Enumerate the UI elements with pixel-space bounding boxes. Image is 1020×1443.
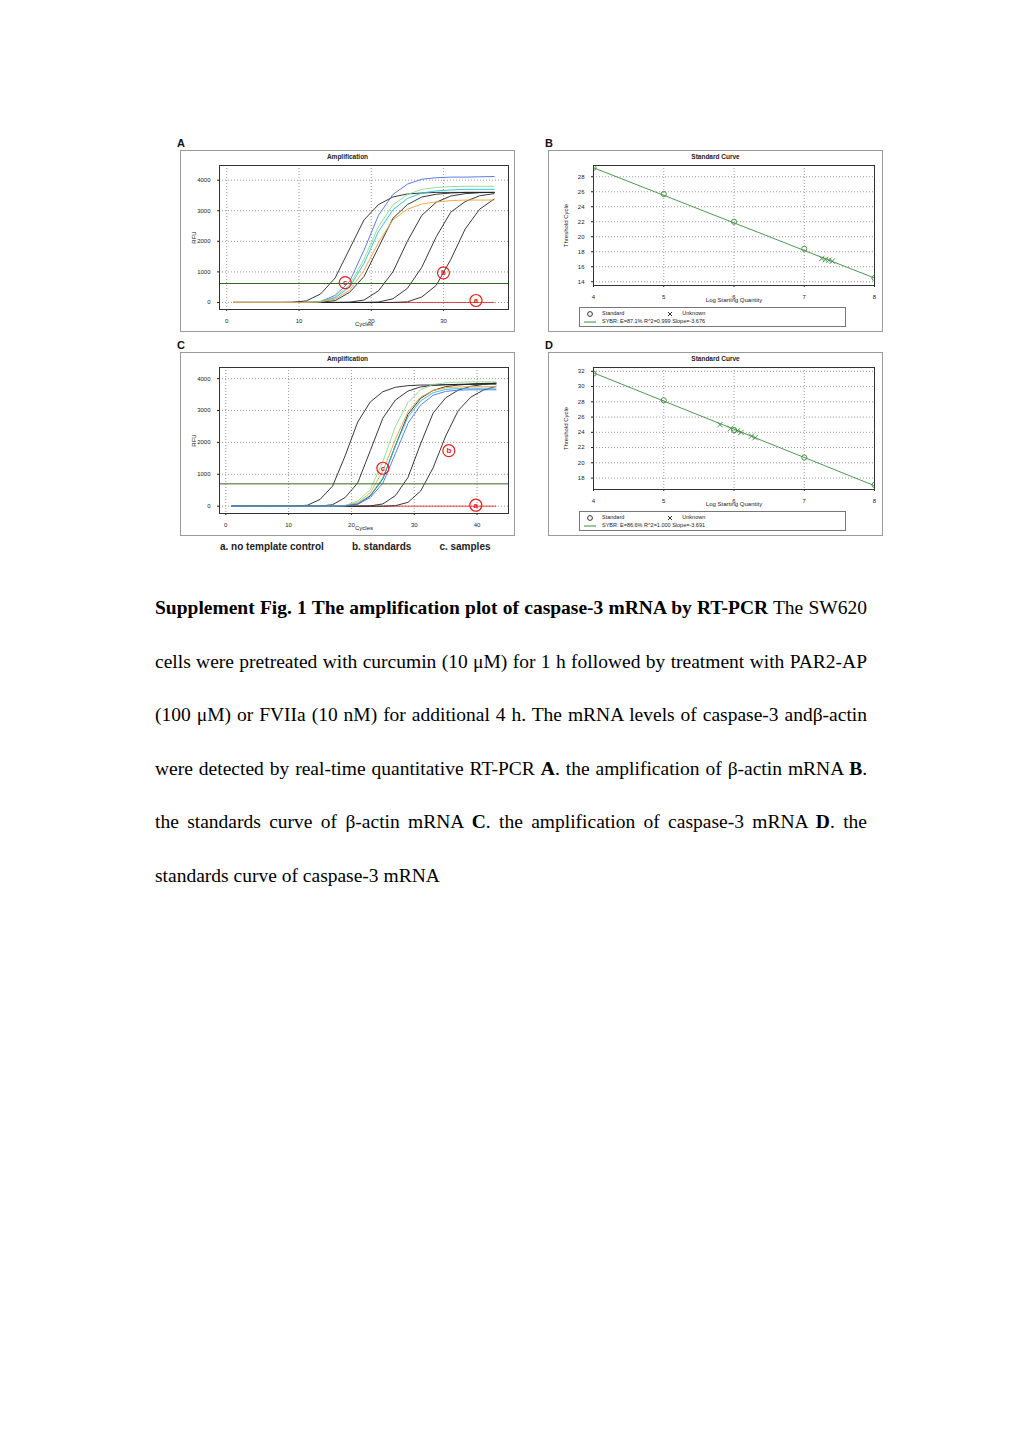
svg-text:Log Starting Quantity: Log Starting Quantity <box>706 501 762 507</box>
svg-text:4000: 4000 <box>197 177 211 183</box>
svg-text:20: 20 <box>348 521 355 528</box>
svg-text:28: 28 <box>578 174 585 180</box>
html-text:Standard Curve: Standard Curve <box>691 153 740 160</box>
svg-text:40: 40 <box>474 522 481 528</box>
html-text:D: D <box>545 339 553 351</box>
svg-text:20: 20 <box>578 460 585 466</box>
svg-text:16: 16 <box>578 264 585 270</box>
html-text:Unknown: Unknown <box>682 310 706 316</box>
svg-text:30: 30 <box>440 318 447 324</box>
html-text:c. samples: c. samples <box>439 541 491 552</box>
svg-text:18: 18 <box>578 249 585 255</box>
html-text:SYBR: E=87.1% R^2=0.999 Slope=: SYBR: E=87.1% R^2=0.999 Slope=-3.676 <box>602 318 705 324</box>
svg-text:a: a <box>474 296 479 305</box>
svg-text:5: 5 <box>662 498 666 504</box>
html-text:Unknown: Unknown <box>682 514 706 520</box>
html-text:Amplification: Amplification <box>326 355 369 362</box>
svg-text:0: 0 <box>225 318 229 324</box>
html-text:a. no template control: a. no template control <box>220 541 324 552</box>
svg-text:c: c <box>343 278 348 287</box>
svg-text:3000: 3000 <box>197 208 211 214</box>
svg-text:1000: 1000 <box>197 471 211 477</box>
svg-text:20: 20 <box>578 234 585 240</box>
html-text:b. standards: b. standards <box>351 541 412 552</box>
html-text:A: A <box>177 137 185 149</box>
svg-text:1000: 1000 <box>197 269 211 275</box>
svg-text:18: 18 <box>578 475 585 481</box>
svg-text:0: 0 <box>207 503 211 509</box>
html-text:Amplification: Amplification <box>326 153 369 160</box>
html-text:Standard: Standard <box>602 310 625 316</box>
svg-text:10: 10 <box>285 522 292 528</box>
svg-text:5: 5 <box>662 294 666 300</box>
svg-text:Threshold Cycle: Threshold Cycle <box>563 406 569 450</box>
html-text:C: C <box>177 339 185 351</box>
svg-text:0: 0 <box>207 299 211 305</box>
svg-text:Cycles: Cycles <box>355 525 373 531</box>
svg-text:22: 22 <box>578 444 585 450</box>
svg-text:b: b <box>446 446 451 455</box>
svg-text:26: 26 <box>578 414 585 420</box>
svg-text:14: 14 <box>578 279 585 285</box>
svg-text:24: 24 <box>578 204 585 210</box>
svg-text:Threshold Cycle: Threshold Cycle <box>563 203 569 247</box>
svg-text:10: 10 <box>296 318 303 324</box>
svg-text:30: 30 <box>411 522 418 528</box>
svg-text:22: 22 <box>578 219 585 225</box>
svg-text:3000: 3000 <box>197 407 211 413</box>
svg-text:2000: 2000 <box>197 439 211 445</box>
svg-text:Cycles: Cycles <box>355 321 373 327</box>
svg-text:7: 7 <box>803 498 807 504</box>
svg-text:28: 28 <box>578 399 585 405</box>
svg-text:26: 26 <box>578 189 585 195</box>
svg-text:4: 4 <box>592 498 596 504</box>
svg-text:4: 4 <box>592 294 596 300</box>
html-text:SYBR: E=86.6% R^2=1.000 Slope=: SYBR: E=86.6% R^2=1.000 Slope=-3.691 <box>602 522 705 528</box>
svg-text:2000: 2000 <box>197 238 211 244</box>
svg-text:c: c <box>381 464 386 473</box>
svg-text:0: 0 <box>224 522 228 528</box>
svg-text:b: b <box>441 268 446 277</box>
html-text:Standard Curve: Standard Curve <box>691 355 740 362</box>
svg-text:30: 30 <box>578 383 585 389</box>
svg-text:RFU: RFU <box>191 434 197 446</box>
html-text:B: B <box>545 137 553 149</box>
svg-text:24: 24 <box>578 429 585 435</box>
svg-text:8: 8 <box>873 498 877 504</box>
svg-text:7: 7 <box>803 294 807 300</box>
svg-text:32: 32 <box>578 368 585 374</box>
svg-text:RFU: RFU <box>191 231 197 243</box>
html-text:Supplement Fig. 1 The amplific: Supplement Fig. 1 The amplification plot… <box>155 597 867 886</box>
svg-text:4000: 4000 <box>197 376 211 382</box>
html-text:Standard: Standard <box>602 514 625 520</box>
svg-text:Log Starting Quantity: Log Starting Quantity <box>706 297 762 303</box>
svg-text:a: a <box>474 501 479 510</box>
svg-text:8: 8 <box>873 294 877 300</box>
